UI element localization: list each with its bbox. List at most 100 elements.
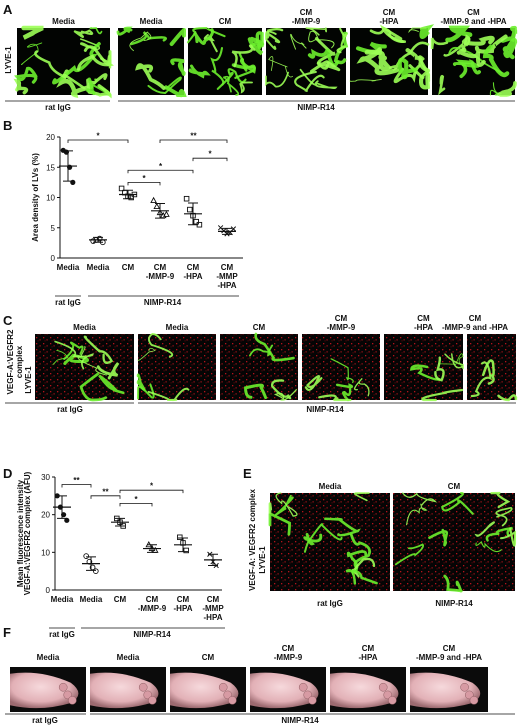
vessel [349, 533, 372, 569]
significance-label: ** [102, 487, 109, 496]
column-header: CM [253, 323, 266, 332]
y-tick-label: 0 [46, 586, 51, 595]
vessel [271, 379, 292, 400]
text-line: -HPA [218, 281, 237, 290]
paw [250, 672, 319, 709]
group-label: rat IgG [57, 405, 83, 414]
text-line: CM [469, 314, 482, 323]
vessel [318, 394, 352, 402]
micrograph [268, 492, 390, 591]
vessel [444, 353, 464, 370]
vessel [475, 540, 502, 553]
text-line: -MMP-9 [138, 604, 167, 613]
toe [308, 696, 317, 705]
vessel [13, 78, 29, 95]
toe [298, 682, 308, 692]
point [118, 185, 125, 192]
vessel [147, 333, 174, 358]
vessel [249, 31, 264, 50]
significance-label: * [134, 495, 138, 504]
paw-photo [250, 667, 326, 712]
vessel [402, 492, 438, 506]
vessel [14, 66, 38, 84]
toe [378, 682, 388, 692]
error-bar [147, 544, 157, 553]
text-line: -HPA [184, 272, 203, 281]
y-tick-label: 15 [46, 163, 55, 172]
text-line: CM [221, 263, 234, 272]
vessel [268, 512, 291, 536]
point [150, 196, 157, 203]
text-line: -HPA [414, 323, 433, 332]
vessel [490, 491, 511, 509]
text-line: -HPA [204, 613, 223, 622]
group-label: rat IgG [55, 298, 81, 307]
group-label: rat IgG [317, 599, 343, 608]
text-line: CM [443, 644, 456, 653]
vessel [273, 389, 297, 401]
vessel [369, 26, 406, 44]
image-bg [302, 334, 380, 400]
vessel [63, 341, 84, 360]
text-line: VEGF-A:VEGFR2 complex (AFU) [23, 471, 32, 595]
micrograph [265, 27, 349, 95]
error-bar [86, 556, 96, 571]
vessel [52, 349, 69, 365]
significance-bracket [192, 157, 228, 162]
significance-bracket [159, 139, 228, 144]
x-tick-label: CM -MMP-9 [138, 595, 167, 613]
micrograph [13, 25, 114, 99]
text-line: -HPA [174, 604, 193, 613]
point [83, 553, 90, 559]
vessel [309, 60, 341, 73]
significance-bracket [119, 502, 153, 507]
x-tick-label: CM -HPA [184, 263, 203, 281]
vessel [137, 347, 156, 361]
y-tick-label: 5 [51, 224, 56, 233]
significance-label: * [96, 132, 100, 141]
vessel [21, 25, 45, 40]
significance-label: * [208, 150, 212, 159]
vessel [79, 372, 108, 402]
vessel [98, 374, 125, 395]
vessel [497, 81, 517, 97]
stain-label: LYVE-1 [24, 366, 33, 394]
text-line: CM [282, 644, 295, 653]
point [90, 238, 97, 244]
micrograph [349, 24, 435, 95]
vessel [83, 45, 112, 67]
column-header: CM -HPA [359, 644, 378, 662]
point [96, 235, 103, 242]
vessel [474, 34, 508, 54]
micrograph [136, 333, 216, 402]
group-label: rat IgG [32, 716, 58, 725]
vessel [336, 27, 347, 54]
y-tick-label: 30 [41, 473, 50, 482]
point [128, 194, 134, 201]
x-tick-label: Media [57, 263, 80, 272]
text-line: -HPA [380, 17, 399, 26]
x-tick-label: Media [80, 595, 103, 604]
vessel [502, 37, 518, 60]
vessel [461, 35, 495, 46]
x-tick-label: CM -MMP-9 [146, 263, 175, 281]
group-label: rat IgG [45, 103, 71, 112]
significance-bracket [119, 489, 184, 494]
significance-bracket [90, 495, 121, 499]
vessel [164, 85, 187, 98]
vessel [354, 378, 370, 397]
toe [58, 682, 68, 692]
paw [10, 672, 79, 709]
group-label: NIMP-R14 [144, 298, 182, 307]
vessel [441, 491, 474, 515]
paw-photo [170, 667, 246, 712]
paw [330, 672, 399, 709]
paw [90, 672, 159, 709]
point [193, 218, 199, 225]
group-label: NIMP-R14 [435, 599, 473, 608]
vessel [20, 42, 43, 65]
column-header: CM -MMP-9 [274, 644, 303, 662]
vessel [455, 59, 481, 79]
error-bar [188, 202, 198, 226]
micrograph [467, 334, 518, 402]
